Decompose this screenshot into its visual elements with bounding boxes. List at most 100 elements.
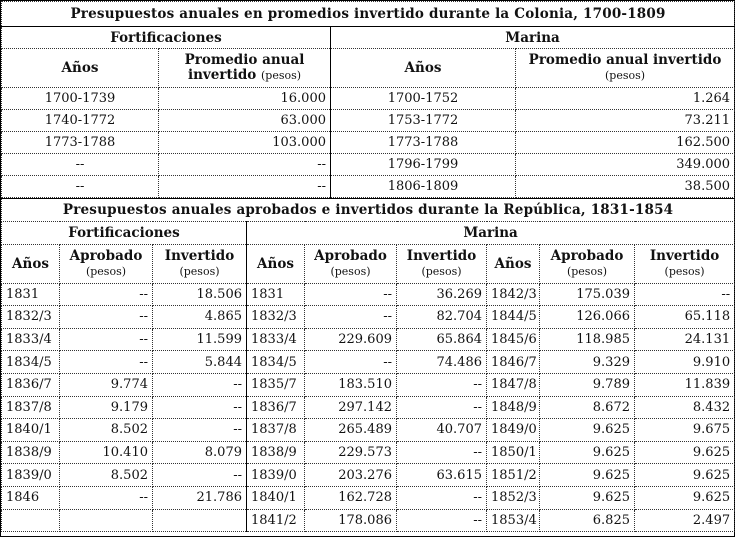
- fort-approved-cell: 8.502: [59, 463, 153, 487]
- table-row: 1838/9 10.410 8.079 1838/9 229.573 -- 1850/1 9.…: [1, 440, 735, 465]
- marina-approved-cell-2: 8.672: [539, 395, 635, 420]
- fort-approved-cell: 9.774: [59, 372, 153, 397]
- marina-approved-cell-2: 118.985: [539, 327, 635, 352]
- marina-invested-cell: 36.269: [396, 282, 487, 307]
- marina-year-cell: 1831: [246, 282, 305, 307]
- marina-invested-cell: 40.707: [396, 418, 487, 442]
- fort-year-cell: 1833/4: [1, 327, 60, 352]
- marina-invested-cell: 74.486: [396, 350, 487, 374]
- marina-invested-cell-2: 24.131: [633, 327, 735, 352]
- marina-invested-cell-2: 9.625: [633, 463, 735, 487]
- average-header-line2: invertido: [187, 67, 257, 83]
- marina-approved-cell-2: 126.066: [539, 305, 635, 329]
- colonial-fortifications-header: Fortificaciones: [1, 26, 331, 49]
- marina-year-cell-2: 1851/2: [486, 463, 540, 487]
- approved-label: Aprobado: [69, 247, 143, 264]
- fort-invested-cell: 4.865: [152, 305, 247, 329]
- marina-approved-cell: 265.489: [304, 418, 397, 442]
- marina-invested-cell: --: [396, 395, 487, 420]
- fort-invested-cell: 5.844: [152, 350, 247, 374]
- marina-invested-cell-2: --: [633, 282, 735, 307]
- fort-year-cell: 1840/1: [1, 418, 60, 442]
- fort-approved-cell: [59, 508, 153, 533]
- marina-approved-cell: 162.728: [304, 485, 397, 510]
- pesos-unit-label: (pesos): [85, 264, 127, 278]
- republic-table-title: Presupuestos anuales aprobados e inverti…: [0, 198, 735, 222]
- table-row: 1834/5 -- 5.844 1834/5 -- 74.486 1846/7 9.329 9.…: [1, 350, 735, 374]
- fort-year-cell: 1834/5: [1, 350, 60, 374]
- marina-year-cell: 1838/9: [246, 440, 305, 465]
- table-row: 1740-1772 63.000 1753-1772 73.211: [1, 109, 735, 132]
- marina-approved-cell-2: 175.039: [539, 282, 635, 307]
- fort-year-cell: 1839/0: [1, 463, 60, 487]
- marina-approved-cell: 229.573: [304, 440, 397, 465]
- table-row: 1839/0 8.502 -- 1839/0 203.276 63.615 1851/2 9.…: [1, 463, 735, 487]
- marina-average-cell: 1.264: [514, 87, 735, 110]
- pesos-unit-label: (pesos): [566, 264, 608, 278]
- marina-invested-cell: 63.615: [396, 463, 487, 487]
- colonial-budget-table: Presupuestos anuales en promedios invert…: [0, 1, 735, 198]
- marina-year-cell: 1840/1: [246, 485, 305, 510]
- republic-budget-table: Presupuestos anuales aprobados e inverti…: [0, 198, 735, 533]
- marina-approved-cell: 297.142: [304, 395, 397, 420]
- marina-average-header-line1: Promedio anual invertido: [528, 52, 722, 68]
- marina-invested-cell: --: [396, 440, 487, 465]
- colonial-marina-header: Marina: [329, 26, 735, 49]
- fort-year-cell: [1, 508, 60, 533]
- fort-year-cell: 1846: [1, 485, 60, 510]
- republic-fortifications-header: Fortificaciones: [1, 221, 247, 245]
- marina-year-cell: 1773-1788: [330, 131, 516, 154]
- marina-invested-cell-2: 9.625: [633, 440, 735, 465]
- marina-invested-cell-2: 11.839: [633, 372, 735, 397]
- fort-invested-cell: 18.506: [152, 282, 247, 307]
- marina-year-cell-2: 1853/4: [486, 508, 540, 533]
- marina-approved-cell: --: [304, 305, 397, 329]
- fort-invested-cell: 11.599: [152, 327, 247, 352]
- republic-marina-invested-header-2: Invertido (pesos): [633, 243, 735, 284]
- fort-year-cell: --: [1, 175, 159, 198]
- marina-year-cell-2: 1842/3: [486, 282, 540, 307]
- fort-approved-cell: 8.502: [59, 418, 153, 442]
- marina-approved-cell-2: 9.329: [539, 350, 635, 374]
- fort-invested-cell: --: [152, 395, 247, 420]
- invested-label: Invertido: [164, 247, 235, 264]
- marina-year-cell-2: 1849/0: [486, 418, 540, 442]
- marina-approved-cell-2: 9.789: [539, 372, 635, 397]
- marina-year-cell-2: 1848/9: [486, 395, 540, 420]
- marina-year-cell: 1700-1752: [330, 87, 516, 110]
- republic-marina-approved-header-2: Aprobado (pesos): [539, 243, 635, 284]
- colonial-marina-years-header: Años: [330, 48, 516, 88]
- marina-year-cell: 1833/4: [246, 327, 305, 352]
- fort-invested-cell: [152, 508, 247, 533]
- republic-fort-years-header: Años: [1, 243, 60, 284]
- average-header-line1: Promedio anual: [184, 52, 305, 68]
- fort-year-cell: 1831: [1, 282, 60, 307]
- table-row: 1773-1788 103.000 1773-1788 162.500: [1, 131, 735, 154]
- marina-average-cell: 73.211: [514, 109, 735, 132]
- marina-year-cell: 1836/7: [246, 395, 305, 420]
- marina-average-cell: 38.500: [514, 175, 735, 198]
- republic-marina-header: Marina: [245, 221, 735, 245]
- fort-average-cell: --: [158, 153, 331, 176]
- table-row: -- -- 1796-1799 349.000: [1, 153, 735, 176]
- marina-year-cell-2: 1850/1: [486, 440, 540, 465]
- colonial-fort-average-header: Promedio anual invertido (pesos): [158, 48, 331, 88]
- republic-marina-approved-header: Aprobado (pesos): [304, 243, 397, 284]
- pesos-unit-label: (pesos): [330, 264, 371, 278]
- marina-average-cell: 162.500: [514, 131, 735, 154]
- fort-year-cell: 1773-1788: [1, 131, 159, 154]
- marina-year-cell: 1834/5: [246, 350, 305, 374]
- republic-table-body: 1831 -- 18.506 1831 -- 36.269 1842/3 175.039 -- 1…: [1, 282, 735, 533]
- fort-year-cell: 1837/8: [1, 395, 60, 420]
- fort-approved-cell: --: [59, 350, 153, 374]
- fort-year-cell: 1740-1772: [1, 109, 159, 132]
- marina-year-cell-2: 1844/5: [486, 305, 540, 329]
- table-row: 1832/3 -- 4.865 1832/3 -- 82.704 1844/5 126.066…: [1, 305, 735, 329]
- colonial-marina-average-header: Promedio anual invertido (pesos): [514, 48, 735, 88]
- fort-approved-cell: 10.410: [59, 440, 153, 465]
- marina-approved-cell: 183.510: [304, 372, 397, 397]
- marina-approved-cell: 229.609: [304, 327, 397, 352]
- fort-approved-cell: --: [59, 327, 153, 352]
- invested-label: Invertido: [649, 247, 720, 264]
